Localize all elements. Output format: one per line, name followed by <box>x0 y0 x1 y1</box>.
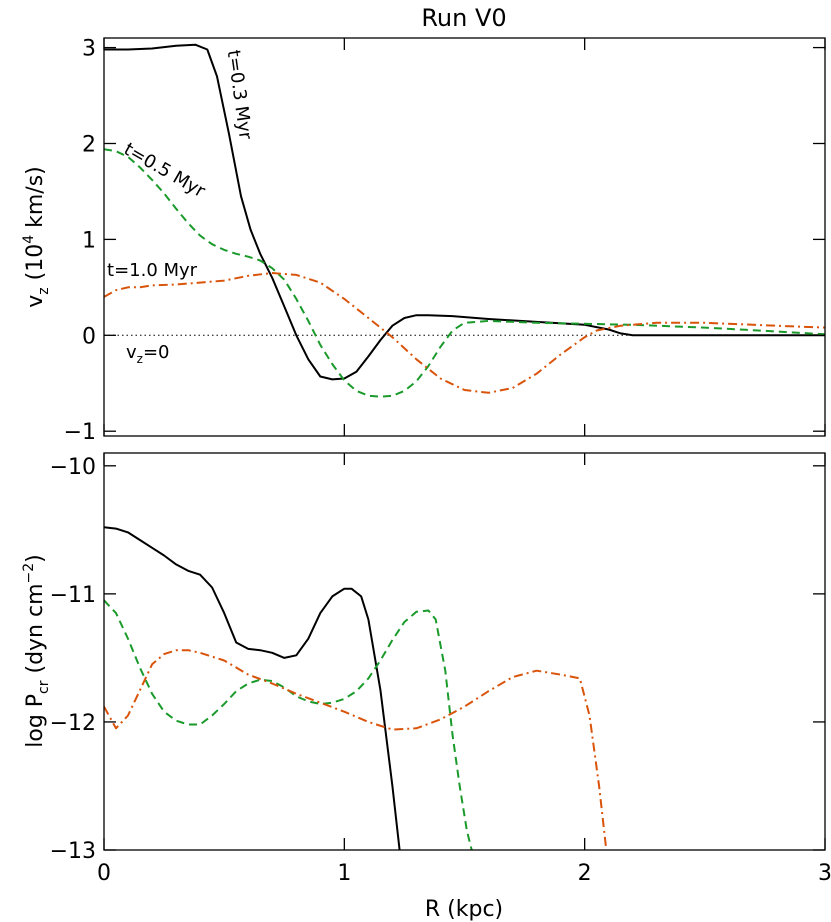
velocity-series-group <box>104 43 825 398</box>
velocity-ylabel-sub: z <box>36 287 52 294</box>
pressure-ylabel-sup: −2 <box>21 563 37 584</box>
velocity-ylabel-pre: (10 <box>23 244 48 288</box>
zero-reference-label: vz=0 <box>126 342 170 366</box>
pressure-ylabel-base: log P <box>23 694 48 748</box>
velocity-axis-ticks: −1 0 1 2 3 <box>64 37 826 445</box>
velocity-ylabel-sup: 4 <box>21 235 37 244</box>
pressure-y-axis-label: log Pcr (dyn cm−2) <box>21 554 52 748</box>
velocity-ytick-label: 2 <box>82 132 96 157</box>
chart-title: Run V0 <box>421 4 506 32</box>
pressure-series-t-0-3-myr <box>104 526 401 850</box>
pressure-ylabel-sub: cr <box>36 680 52 694</box>
velocity-series-t-1-0-myr <box>104 272 825 394</box>
x-axis-label: R (kpc) <box>425 897 503 922</box>
pressure-ytick-label: −12 <box>50 711 96 736</box>
pressure-ytick-label: −11 <box>50 583 96 608</box>
xtick-label: 1 <box>337 861 351 886</box>
pressure-series-t-0-5-myr <box>104 599 473 850</box>
pressure-ylabel-pre: (dyn cm <box>23 583 48 680</box>
xtick-label: 2 <box>578 861 592 886</box>
zero-label-post: =0 <box>143 342 170 363</box>
annotation-t-1-0-myr: t=1.0 Myr <box>107 260 198 281</box>
zero-label-base: v <box>126 342 137 363</box>
velocity-ytick-label: −1 <box>64 420 96 445</box>
pressure-ytick-label: −10 <box>50 455 96 480</box>
xtick-label: 3 <box>818 861 831 886</box>
velocity-ytick-label: 0 <box>82 324 96 349</box>
pressure-ytick-label: −13 <box>50 839 96 864</box>
velocity-ytick-label: 1 <box>82 228 96 253</box>
pressure-series-group <box>104 526 608 850</box>
pressure-ylabel-post: ) <box>23 554 48 563</box>
zero-label-sub: z <box>137 352 143 366</box>
velocity-ytick-label: 3 <box>82 37 96 62</box>
xtick-label: 0 <box>97 861 111 886</box>
velocity-plot-frame <box>103 37 826 437</box>
pressure-plot-frame <box>103 452 826 851</box>
velocity-ylabel-post: km/s) <box>23 166 48 235</box>
velocity-series-t-0-5-myr <box>104 148 825 398</box>
pressure-panel: −13 −12 −11 −10 0 1 2 3 log Pcr (dyn cm−2) R (k… <box>21 452 831 922</box>
pressure-series-t-1-0-myr <box>104 649 608 850</box>
velocity-y-axis-label: vz (104 km/s) <box>21 166 52 308</box>
velocity-ylabel-base: v <box>23 295 48 308</box>
annotation-t-0-5-myr: t=0.5 Myr <box>120 139 209 203</box>
pressure-axis-ticks: −13 −12 −11 −10 0 1 2 3 <box>50 453 831 886</box>
